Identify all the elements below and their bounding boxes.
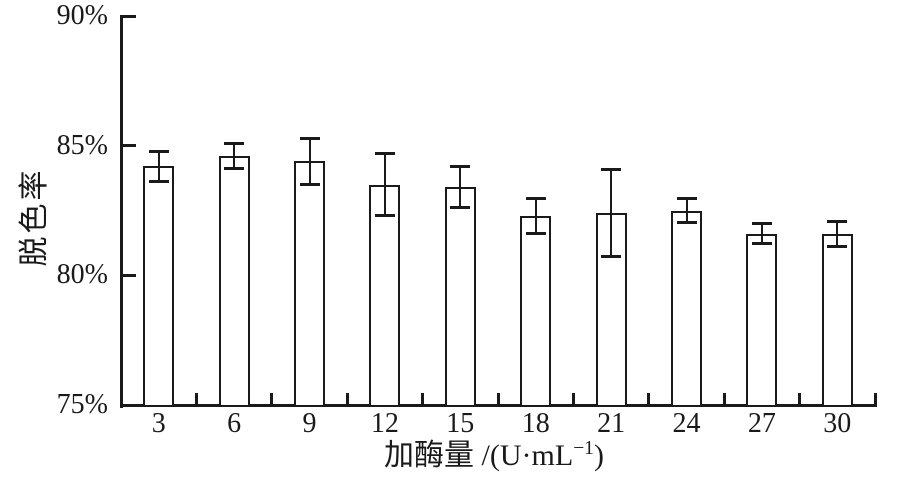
error-bar-cap-top [374, 152, 395, 156]
error-bar-line [383, 153, 386, 216]
x-axis-line [120, 404, 877, 407]
error-bar-cap-top [450, 165, 471, 169]
bar [746, 233, 778, 407]
y-axis-tick [123, 273, 136, 277]
x-axis-tick [873, 393, 877, 404]
y-tick-label: 90% [56, 0, 108, 31]
y-tick-label: 75% [56, 389, 108, 420]
y-tick-label: 80% [56, 259, 108, 291]
y-axis-line [120, 15, 123, 408]
bar [218, 156, 250, 407]
bar [294, 161, 325, 407]
x-tick-label: 18 [521, 408, 550, 439]
error-bar-cap-bottom [450, 205, 471, 209]
x-axis-title-suffix: ) [593, 439, 604, 472]
y-axis-tick [123, 14, 136, 18]
x-axis-tick [647, 393, 651, 404]
bar [520, 215, 552, 407]
x-tick-label: 21 [597, 408, 626, 439]
y-axis-title: 脱色率 [18, 167, 51, 267]
y-tick-label: 85% [56, 129, 108, 161]
x-axis-tick [421, 393, 425, 404]
x-axis-tick [571, 393, 575, 404]
x-tick-label: 15 [446, 408, 475, 439]
x-tick-label: 24 [672, 408, 701, 439]
error-bar-cap-bottom [827, 244, 848, 248]
error-bar-line [308, 137, 311, 185]
error-bar-line [534, 197, 537, 234]
error-bar-cap-bottom [676, 221, 697, 225]
error-bar-cap-bottom [751, 242, 772, 246]
x-tick-label: 27 [747, 408, 776, 439]
x-axis-tick [345, 393, 349, 404]
error-bar-cap-top [751, 222, 772, 226]
error-bar-line [459, 166, 462, 208]
bar [444, 187, 476, 407]
x-axis-tick [194, 393, 198, 404]
y-axis-tick [123, 144, 136, 148]
x-tick-label: 3 [151, 408, 166, 439]
error-bar-cap-bottom [601, 255, 622, 259]
error-bar-cap-top [148, 149, 169, 153]
error-bar-cap-bottom [525, 231, 546, 235]
bar [671, 210, 702, 407]
error-bar-cap-top [827, 219, 848, 223]
x-tick-label: 9 [302, 408, 317, 439]
x-axis-tick [722, 393, 726, 404]
error-bar-cap-top [525, 196, 546, 200]
error-bar-line [233, 143, 236, 169]
x-tick-label: 12 [370, 408, 399, 439]
error-bar-line [836, 220, 839, 247]
bar [369, 184, 401, 407]
x-axis-title-superscript: −1 [573, 438, 594, 459]
x-axis-tick [496, 393, 500, 404]
error-bar-cap-top [299, 136, 320, 140]
error-bar-cap-bottom [299, 182, 320, 186]
x-axis-tick [798, 393, 802, 404]
error-bar-line [685, 197, 688, 224]
error-bar-line [760, 223, 763, 245]
error-bar-cap-top [601, 168, 622, 171]
bar [143, 166, 175, 407]
error-bar-line [610, 169, 613, 258]
error-bar-cap-top [224, 142, 245, 146]
x-axis-title-text: 加酶量 /(U·mL [384, 439, 574, 472]
bar [821, 233, 853, 407]
error-bar-cap-bottom [374, 213, 395, 217]
x-tick-label: 6 [227, 408, 242, 439]
x-tick-label: 30 [823, 408, 852, 439]
x-axis-title: 加酶量 /(U·mL−1) [294, 438, 694, 474]
error-bar-cap-bottom [224, 167, 245, 170]
error-bar-cap-bottom [148, 179, 169, 183]
error-bar-line [157, 150, 160, 182]
x-axis-tick [270, 393, 274, 404]
error-bar-cap-top [676, 196, 697, 200]
